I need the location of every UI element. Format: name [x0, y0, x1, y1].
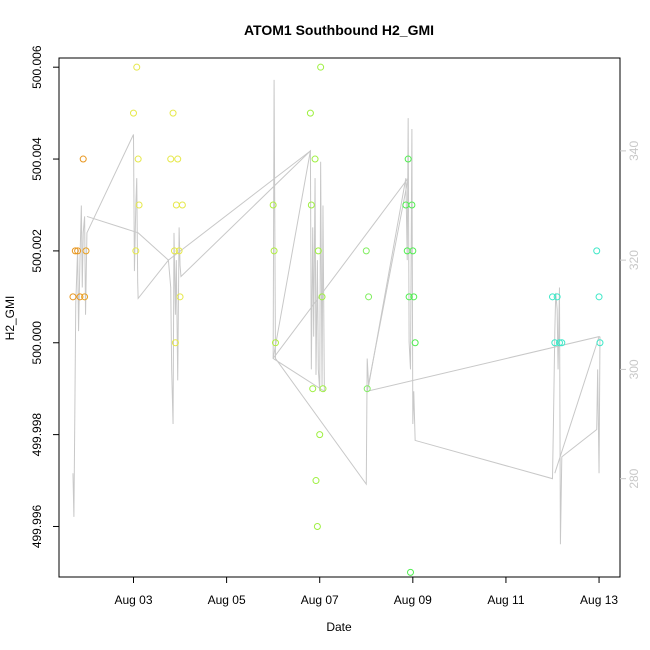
data-point: [558, 339, 566, 347]
data-point: [129, 109, 137, 117]
data-point: [270, 247, 278, 255]
data-point: [307, 201, 315, 209]
data-point: [596, 339, 604, 347]
data-point: [406, 568, 414, 576]
data-point: [411, 339, 419, 347]
y-axis: 499.996 499.998 500.000 500.002 500.004 500.0…: [30, 45, 59, 548]
secondary-y-axis: 280 300 320 340: [620, 141, 641, 489]
data-point: [135, 201, 143, 209]
data-point: [134, 155, 142, 163]
data-point: [551, 339, 559, 347]
data-point: [410, 293, 418, 301]
y2-tick-label: 300: [627, 359, 641, 379]
data-point: [170, 247, 178, 255]
y-tick-label: 500.002: [30, 229, 44, 273]
plot-area-frame: [58, 57, 621, 578]
connector-line: [86, 149, 600, 474]
data-point: [555, 339, 563, 347]
data-point: [269, 201, 277, 209]
x-tick-label: Aug 05: [208, 593, 246, 607]
data-point: [169, 109, 177, 117]
data-points-layer: [69, 63, 604, 576]
data-point: [271, 339, 279, 347]
x-tick-label: Aug 07: [301, 593, 339, 607]
data-point: [595, 293, 603, 301]
data-point: [167, 155, 175, 163]
x-axis: Aug 03 Aug 05 Aug 07 Aug 09 Aug 11 Aug 13: [114, 577, 618, 607]
data-point: [309, 385, 317, 393]
data-point: [405, 293, 413, 301]
data-point: [408, 201, 416, 209]
y2-tick-label: 280: [627, 468, 641, 488]
data-point: [176, 293, 184, 301]
y-tick-label: 500.006: [30, 45, 44, 89]
data-point: [79, 155, 87, 163]
data-point: [306, 109, 314, 117]
y-tick-label: 500.000: [30, 321, 44, 365]
data-point: [409, 247, 417, 255]
data-point: [319, 385, 327, 393]
data-point: [318, 293, 326, 301]
data-point: [132, 247, 140, 255]
data-point: [553, 293, 561, 301]
y-tick-label: 500.004: [30, 137, 44, 181]
data-point: [365, 293, 373, 301]
x-tick-label: Aug 09: [394, 593, 432, 607]
data-point: [363, 385, 371, 393]
data-point: [313, 522, 321, 530]
x-tick-label: Aug 13: [580, 593, 618, 607]
data-point: [362, 247, 370, 255]
data-point: [82, 247, 90, 255]
data-point: [404, 155, 412, 163]
data-point: [69, 293, 77, 301]
data-point: [175, 247, 183, 255]
secondary-series-layer: [72, 79, 601, 545]
data-point: [178, 201, 186, 209]
data-point: [81, 293, 89, 301]
data-point: [311, 155, 319, 163]
y2-tick-label: 340: [627, 141, 641, 161]
data-point: [76, 293, 84, 301]
data-point: [548, 293, 556, 301]
data-point: [316, 431, 324, 439]
x-axis-label: Date: [326, 620, 352, 634]
data-point: [171, 339, 179, 347]
chart-title: ATOM1 Southbound H2_GMI: [244, 22, 434, 38]
x-tick-label: Aug 11: [487, 593, 524, 607]
y-axis-label: H2_GMI: [3, 296, 17, 341]
y2-tick-label: 320: [627, 250, 641, 270]
y-tick-label: 499.998: [30, 413, 44, 457]
x-tick-label: Aug 03: [114, 593, 152, 607]
data-point: [71, 247, 79, 255]
data-point: [317, 63, 325, 71]
data-point: [172, 201, 180, 209]
data-point: [593, 247, 601, 255]
data-point: [312, 477, 320, 485]
data-point: [314, 247, 322, 255]
y-tick-label: 499.996: [30, 504, 44, 548]
connector-line-layer: [86, 149, 600, 474]
data-point: [74, 247, 82, 255]
data-point: [133, 63, 141, 71]
data-point: [174, 155, 182, 163]
secondary-series-line: [72, 79, 601, 545]
